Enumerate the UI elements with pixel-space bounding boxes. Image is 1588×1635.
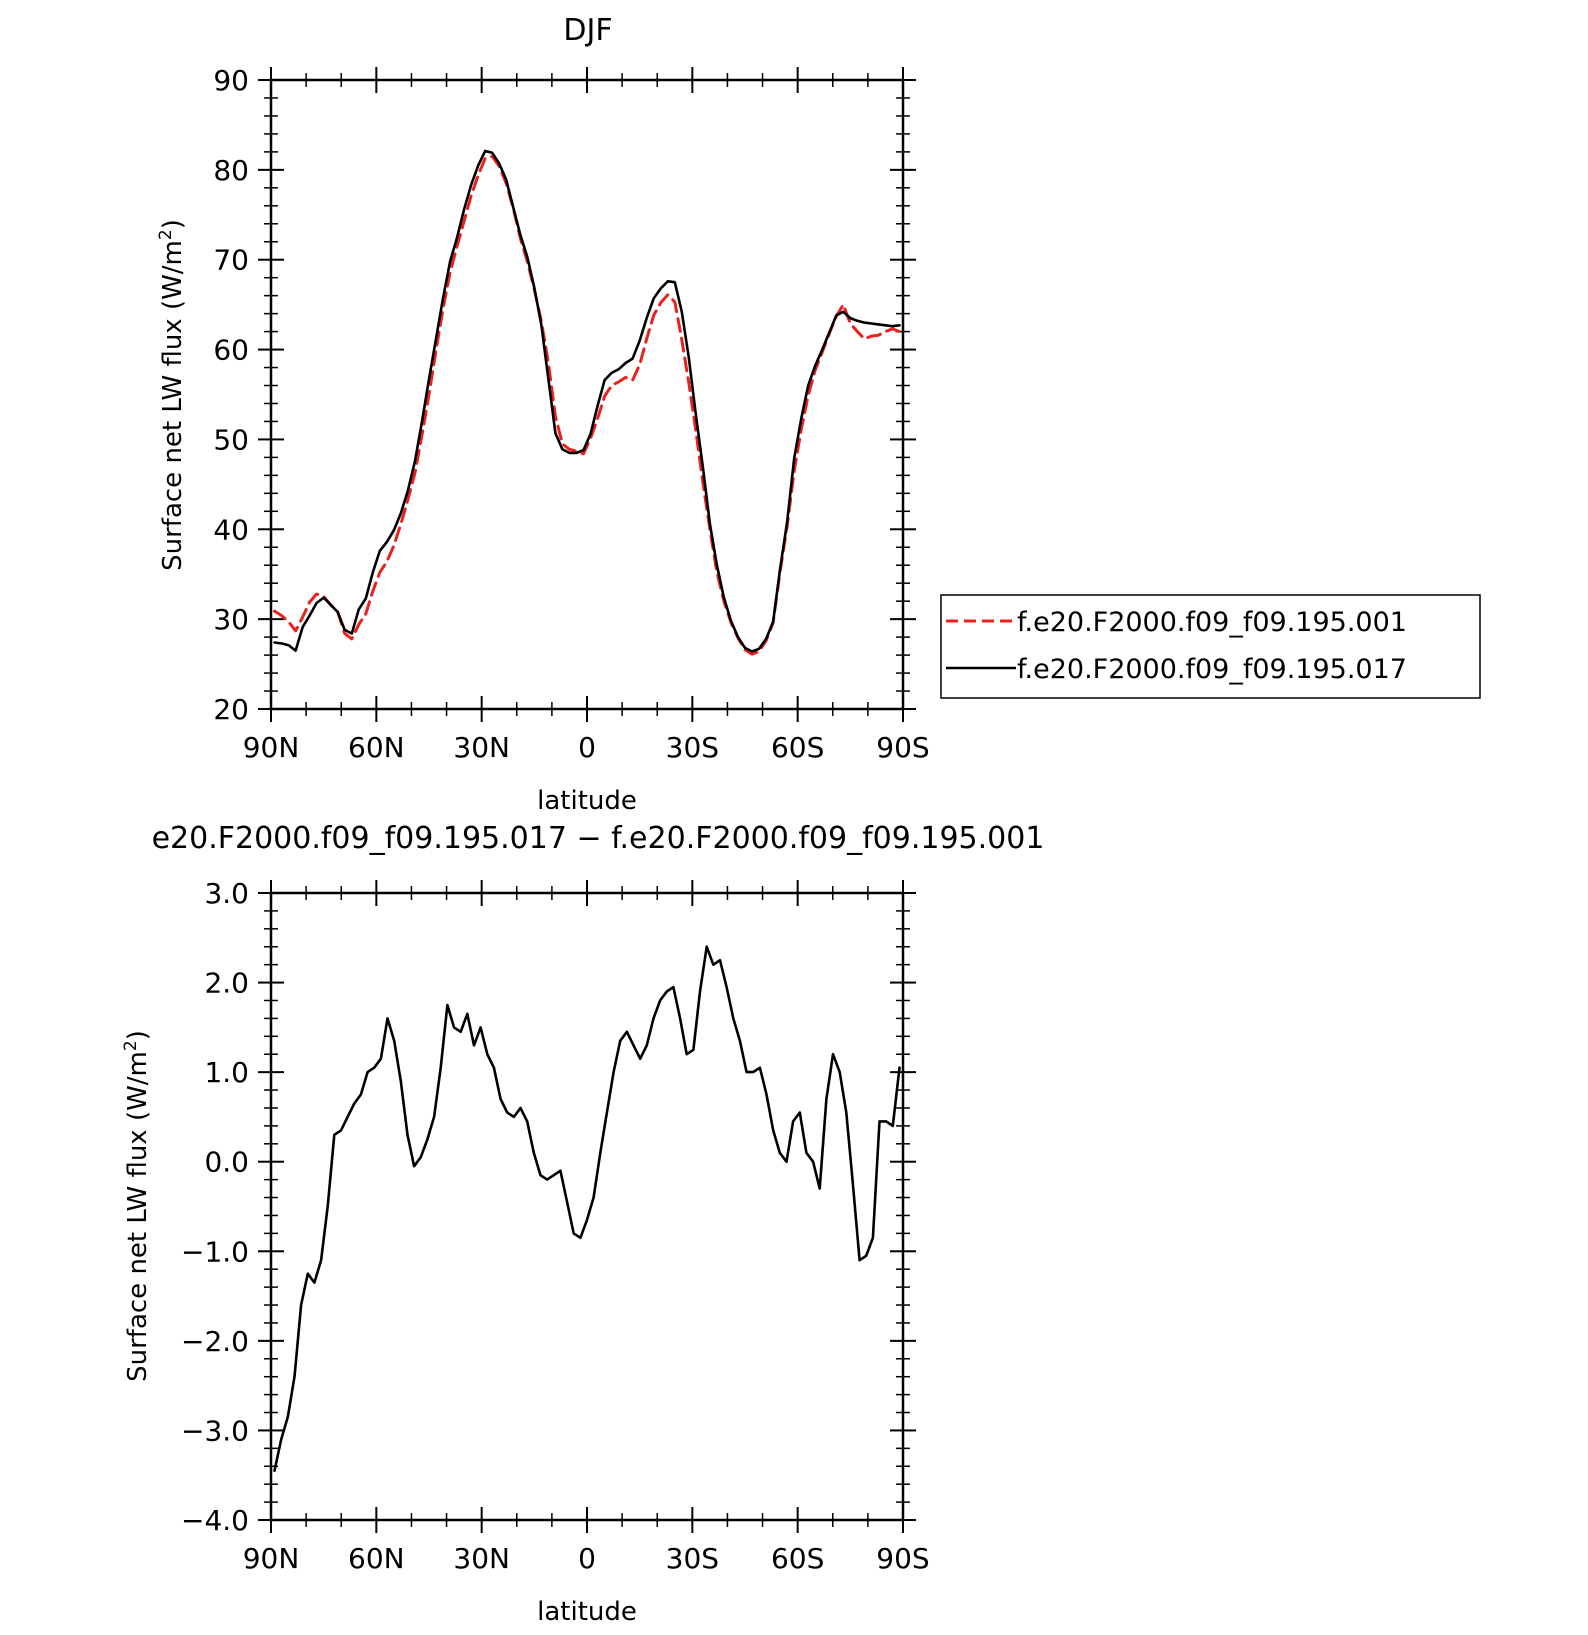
x-tick-label: 60S xyxy=(771,1542,824,1575)
x-tick-label: 30S xyxy=(666,1542,719,1575)
x-tick-label: 90N xyxy=(243,731,300,764)
top-chart-title: DJF xyxy=(563,13,612,48)
x-tick-label: 60S xyxy=(771,731,824,764)
top-y-axis-label: Surface net LW flux (W/m2) xyxy=(156,219,188,571)
legend-label-series-2: f.e20.F2000.f09_f09.195.017 xyxy=(1017,654,1407,685)
x-tick-label: 90S xyxy=(876,731,929,764)
y-tick-label: 90 xyxy=(213,64,249,97)
y-tick-label: 3.0 xyxy=(204,877,249,910)
top-panel: DJF 90N 60N 30N 0 30S 60S 90S2030405060708090 … xyxy=(156,13,1481,816)
top-series-lines xyxy=(273,149,901,656)
x-tick-label: 30N xyxy=(453,1542,510,1575)
x-tick-label: 60N xyxy=(348,731,405,764)
bottom-chart-title: e20.F2000.f09_f09.195.017 − f.e20.F2000.… xyxy=(152,821,1045,856)
top-x-axis-label: latitude xyxy=(537,786,637,816)
bottom-panel: e20.F2000.f09_f09.195.017 − f.e20.F2000.… xyxy=(121,821,1044,1627)
y-tick-label: −3.0 xyxy=(181,1414,249,1447)
x-tick-label: 30N xyxy=(453,731,510,764)
series-line-2 xyxy=(273,149,901,653)
bottom-axis-ticks: 90N 60N 30N 0 30S 60S 90S −4.0 −3.0 −2.0 −1.0 0.0 1.… xyxy=(181,877,930,1575)
y-tick-label: 20 xyxy=(213,693,249,726)
y-tick-label: 30 xyxy=(213,603,249,636)
series-line-1 xyxy=(273,154,901,656)
y-tick-label: 80 xyxy=(213,154,249,187)
x-tick-label: 30S xyxy=(666,731,719,764)
series-line-1 xyxy=(273,945,901,1472)
y-tick-label: −1.0 xyxy=(181,1235,249,1268)
legend: f.e20.F2000.f09_f09.195.001 f.e20.F2000.… xyxy=(940,594,1481,699)
bottom-plot-frame xyxy=(269,891,905,1522)
x-tick-label: 60N xyxy=(348,1542,405,1575)
bottom-series-lines xyxy=(273,945,901,1472)
top-axis-ticks: 90N 60N 30N 0 30S 60S 90S 20 30 40 50 60 70 80 90 xyxy=(213,64,929,764)
y-tick-label: 70 xyxy=(213,244,249,277)
y-tick-label: 50 xyxy=(213,423,249,456)
y-tick-label: 1.0 xyxy=(204,1056,249,1089)
y-tick-label: 40 xyxy=(213,513,249,546)
bottom-x-axis-label: latitude xyxy=(537,1597,637,1627)
y-tick-label: 0.0 xyxy=(204,1146,249,1179)
x-tick-label: 0 xyxy=(578,731,596,764)
y-tick-label: 60 xyxy=(213,334,249,367)
legend-label-series-1: f.e20.F2000.f09_f09.195.001 xyxy=(1017,607,1407,638)
y-tick-label: −4.0 xyxy=(181,1504,249,1537)
y-tick-label: 2.0 xyxy=(204,967,249,1000)
y-tick-label: −2.0 xyxy=(181,1325,249,1358)
x-tick-label: 90S xyxy=(876,1542,929,1575)
x-tick-label: 0 xyxy=(578,1542,596,1575)
bottom-y-axis-label: Surface net LW flux (W/m2) xyxy=(121,1030,153,1382)
x-tick-label: 90N xyxy=(243,1542,300,1575)
legend-box xyxy=(940,594,1481,699)
